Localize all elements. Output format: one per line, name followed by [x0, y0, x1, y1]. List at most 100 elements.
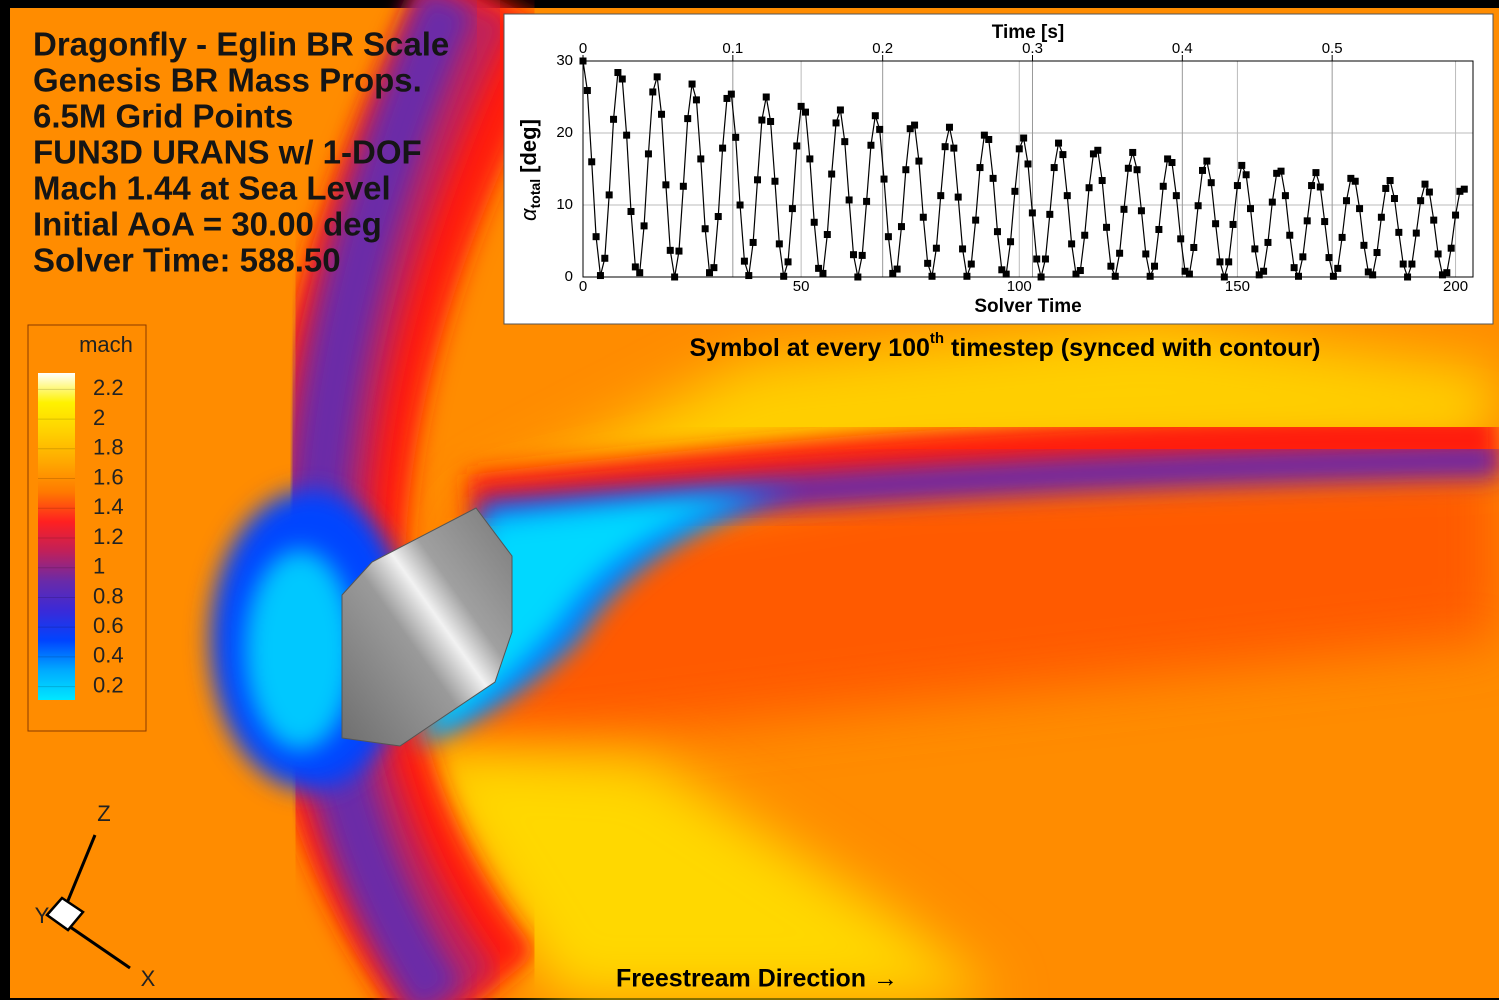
series-marker — [636, 269, 643, 276]
series-marker — [1247, 205, 1254, 212]
series-marker — [946, 124, 953, 131]
series-marker — [802, 109, 809, 116]
series-marker — [1055, 140, 1062, 147]
series-marker — [824, 231, 831, 238]
series-marker — [902, 166, 909, 173]
series-marker — [1094, 147, 1101, 154]
series-marker — [1330, 273, 1337, 280]
series-marker — [1356, 205, 1363, 212]
colorbar-tick-label: 1.6 — [93, 464, 124, 489]
series-marker — [719, 145, 726, 152]
series-marker — [850, 251, 857, 258]
series-marker — [662, 181, 669, 188]
series-marker — [1339, 234, 1346, 241]
series-marker — [1269, 199, 1276, 206]
x-axis-label: Solver Time — [974, 296, 1081, 317]
series-marker — [837, 106, 844, 113]
series-marker — [667, 247, 674, 254]
series-marker — [776, 240, 783, 247]
series-marker — [1099, 177, 1106, 184]
series-marker — [872, 112, 879, 119]
series-marker — [1107, 263, 1114, 270]
series-marker — [1059, 151, 1066, 158]
x-tick-label: 50 — [793, 278, 810, 295]
series-marker — [584, 87, 591, 94]
x2-tick-label: 0.2 — [872, 40, 893, 57]
series-marker — [819, 270, 826, 277]
series-marker — [1138, 207, 1145, 214]
series-marker — [1151, 263, 1158, 270]
series-marker — [841, 138, 848, 145]
series-marker — [767, 118, 774, 125]
x-tick-label: 150 — [1225, 278, 1250, 295]
series-marker — [977, 164, 984, 171]
colorbar-tick-label: 2.2 — [93, 375, 124, 400]
series-marker — [1461, 186, 1468, 193]
series-marker — [1203, 158, 1210, 165]
series-marker — [1086, 184, 1093, 191]
series-marker — [876, 126, 883, 133]
series-marker — [671, 274, 678, 281]
series-marker — [1120, 206, 1127, 213]
series-marker — [619, 76, 626, 83]
series-marker — [1142, 250, 1149, 257]
series-marker — [1025, 160, 1032, 167]
series-marker — [1160, 183, 1167, 190]
series-marker — [990, 175, 997, 182]
series-marker — [649, 88, 656, 95]
colorbar-tick-label: 1.4 — [93, 494, 124, 519]
series-marker — [1299, 253, 1306, 260]
series-marker — [881, 176, 888, 183]
y-label-unit: [deg] — [516, 119, 541, 173]
series-marker — [959, 245, 966, 252]
series-marker — [658, 111, 665, 118]
series-marker — [1343, 197, 1350, 204]
x2-tick-label: 0.5 — [1322, 40, 1343, 57]
series-marker — [1038, 274, 1045, 281]
footer: Freestream Direction → — [616, 965, 898, 993]
series-marker — [933, 245, 940, 252]
series-marker — [610, 116, 617, 123]
series-marker — [1011, 188, 1018, 195]
series-marker — [1312, 169, 1319, 176]
series-marker — [1278, 168, 1285, 175]
series-marker — [693, 96, 700, 103]
series-marker — [1282, 192, 1289, 199]
series-marker — [1382, 185, 1389, 192]
caption: Symbol at every 100th timestep (synced w… — [689, 330, 1320, 362]
series-marker — [1147, 273, 1154, 280]
series-marker — [1033, 256, 1040, 263]
colorbar-tick-label: 0.6 — [93, 613, 124, 638]
series-marker — [745, 272, 752, 279]
y-label-subscript: total — [527, 179, 543, 209]
series-marker — [1243, 171, 1250, 178]
series-marker — [1051, 164, 1058, 171]
series-marker — [728, 91, 735, 98]
series-marker — [937, 192, 944, 199]
series-marker — [1404, 274, 1411, 281]
series-marker — [645, 150, 652, 157]
x2-tick-label: 0.1 — [722, 40, 743, 57]
series-marker — [1042, 256, 1049, 263]
series-marker — [950, 145, 957, 152]
caption-text: timestep (synced with contour) — [944, 334, 1320, 362]
scene: Dragonfly - Eglin BR ScaleGenesis BR Mas… — [0, 0, 1499, 1000]
y-tick-label: 20 — [556, 124, 573, 141]
series-marker — [863, 198, 870, 205]
series-marker — [1400, 261, 1407, 268]
series-marker — [1326, 254, 1333, 261]
series-marker — [942, 143, 949, 150]
series-marker — [1046, 211, 1053, 218]
x-tick-label: 0 — [579, 278, 587, 295]
series-marker — [1264, 239, 1271, 246]
info-line: Initial AoA = 30.00 deg — [33, 206, 382, 243]
series-marker — [915, 158, 922, 165]
series-marker — [771, 178, 778, 185]
series-marker — [1103, 224, 1110, 231]
series-marker — [1452, 212, 1459, 219]
series-marker — [1295, 273, 1302, 280]
series-marker — [1068, 240, 1075, 247]
triad-y: Y — [35, 903, 50, 928]
series-marker — [811, 219, 818, 226]
y-tick-label: 30 — [556, 52, 573, 69]
